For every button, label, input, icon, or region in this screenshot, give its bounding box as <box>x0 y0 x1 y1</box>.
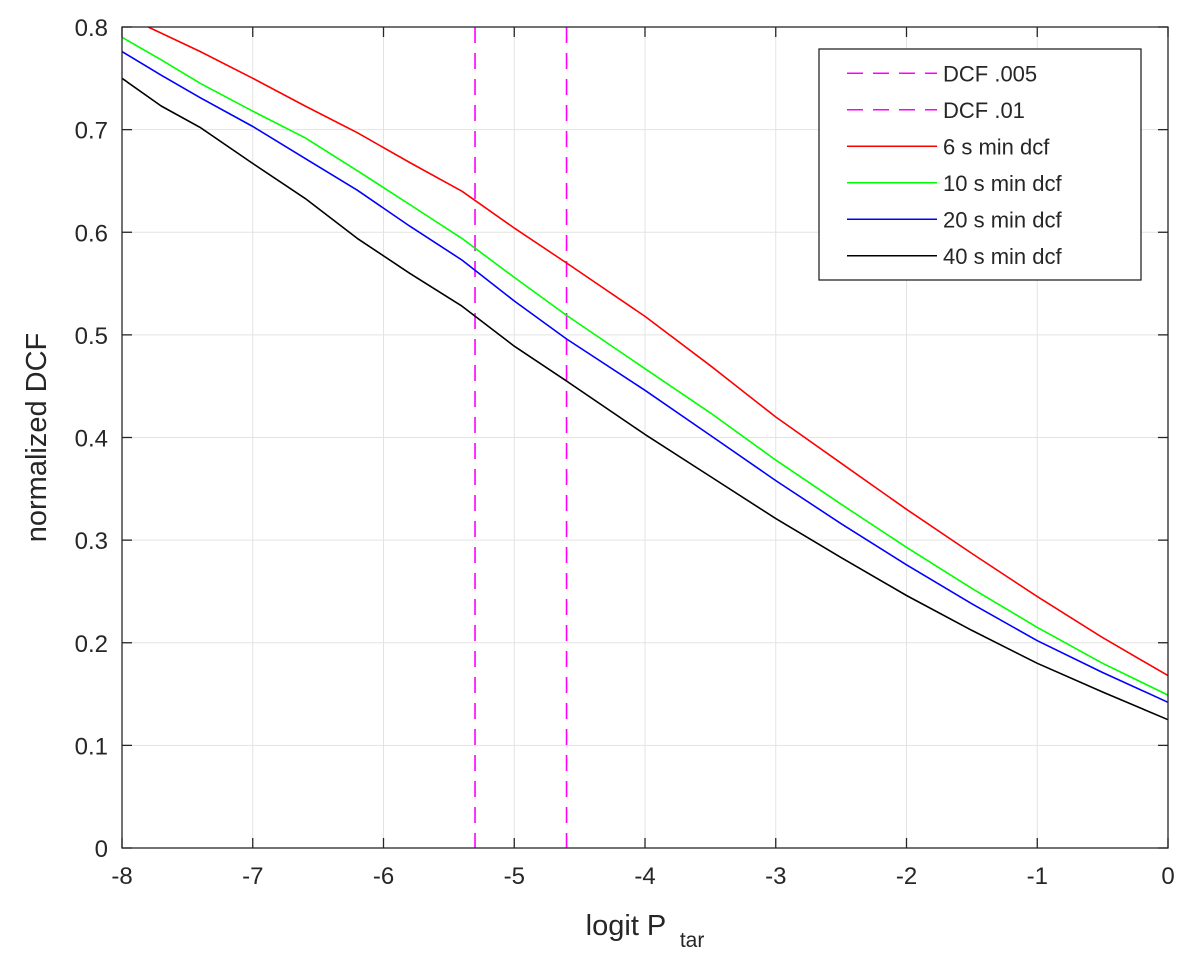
legend-label: 6 s min dcf <box>943 134 1050 159</box>
axis-ticks <box>121 26 1169 849</box>
series-line <box>121 36 1169 696</box>
legend-label: DCF .01 <box>943 98 1025 123</box>
x-tick-label: -4 <box>634 863 655 890</box>
reference-lines <box>474 27 568 848</box>
y-tick-label: 0.3 <box>75 528 108 555</box>
legend: DCF .005 DCF .01 6 s min dcf 10 s min dcf 20… <box>818 48 1142 281</box>
y-tick-label: 0.8 <box>75 15 108 42</box>
y-tick-label: 0.7 <box>75 118 108 145</box>
y-tick-label: 0.2 <box>75 631 108 658</box>
y-axis-label: normalized DCF <box>21 333 53 543</box>
y-tick-label: 0.6 <box>75 220 108 247</box>
legend-items: DCF .005 DCF .01 6 s min dcf 10 s min dcf 20… <box>847 61 1062 269</box>
y-tick-labels: 0 0.1 0.2 0.3 0.4 0.5 0.6 0.7 0.8 <box>75 15 108 863</box>
x-tick-label: -3 <box>765 863 786 890</box>
series-line <box>147 26 1169 677</box>
x-axis-label-subscript: tar <box>680 929 705 952</box>
legend-label: 20 s min dcf <box>943 207 1062 232</box>
x-axis-label: logit P tar <box>586 910 705 952</box>
y-tick-label: 0.4 <box>75 426 108 453</box>
y-tick-label: 0.1 <box>75 733 108 760</box>
x-tick-labels: -8 -7 -6 -5 -4 -3 -2 -1 0 <box>111 863 1174 890</box>
series-lines <box>121 26 1169 721</box>
x-tick-label: -5 <box>504 863 525 890</box>
legend-box <box>818 48 1142 281</box>
x-tick-label: -7 <box>242 863 263 890</box>
series-line <box>121 50 1169 704</box>
legend-label: DCF .005 <box>943 61 1037 86</box>
x-tick-label: -2 <box>896 863 917 890</box>
series-line <box>121 77 1169 721</box>
x-tick-label: 0 <box>1161 863 1174 890</box>
legend-label: 10 s min dcf <box>943 171 1062 196</box>
y-tick-label: 0 <box>95 836 108 863</box>
legend-label: 40 s min dcf <box>943 244 1062 269</box>
x-tick-label: -1 <box>1027 863 1048 890</box>
y-tick-label: 0.5 <box>75 323 108 350</box>
x-axis-label-main: logit P <box>586 910 666 942</box>
x-tick-label: -8 <box>111 863 132 890</box>
x-tick-label: -6 <box>373 863 394 890</box>
